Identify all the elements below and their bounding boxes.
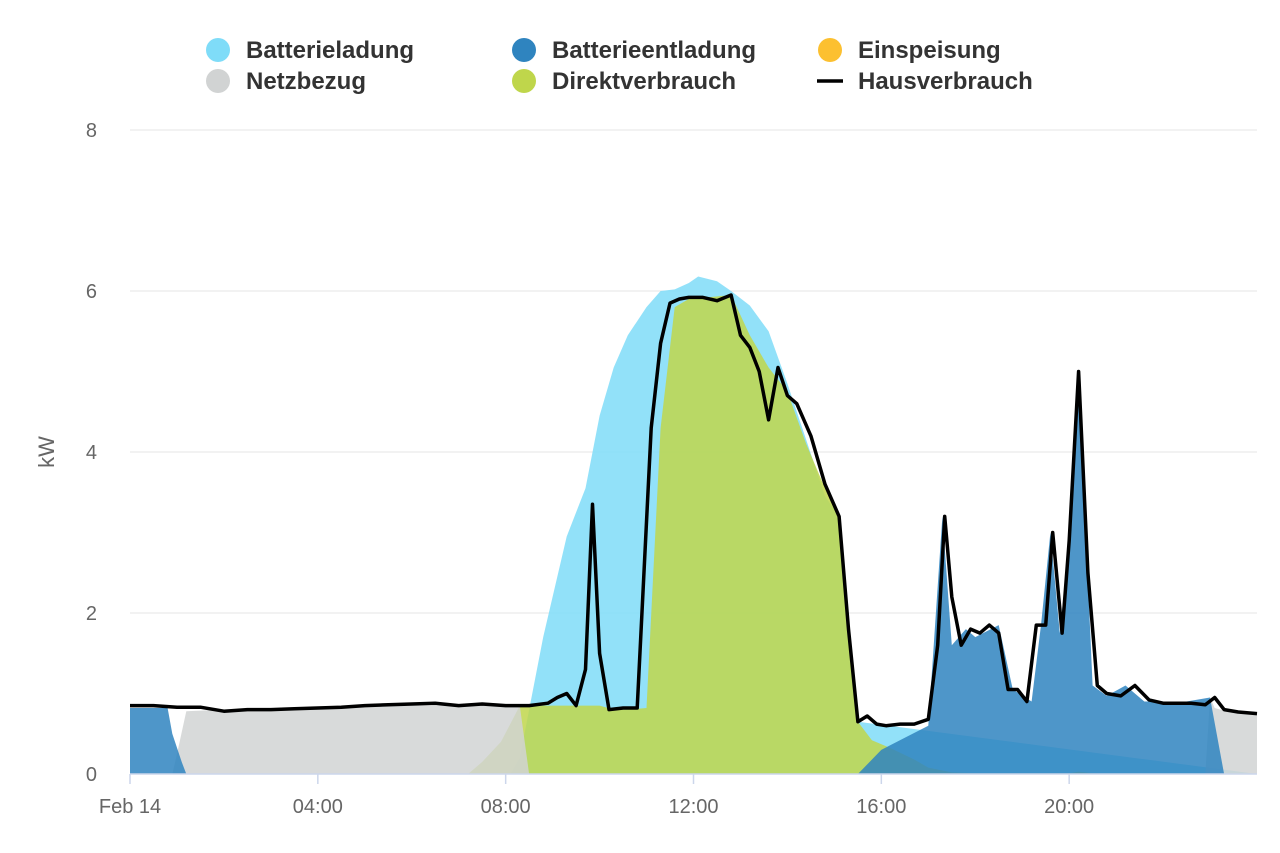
area-direktverbrauch [130, 295, 1257, 774]
legend-marker-einspeisung [818, 38, 842, 62]
series-areas [130, 276, 1257, 774]
area-batterieentladung [130, 371, 1257, 774]
legend-label-direktverbrauch: Direktverbrauch [552, 68, 736, 95]
legend-item-batterieentladung[interactable]: Batterieentladung [512, 37, 756, 64]
x-tick-label: 12:00 [668, 796, 718, 818]
line-hausverbrauch [130, 293, 1258, 728]
y-tick-label: 4 [86, 442, 97, 464]
y-tick-label: 8 [86, 120, 97, 142]
y-axis-title: kW [34, 436, 59, 468]
x-tick-label: 08:00 [481, 796, 531, 818]
legend-item-batterieladung[interactable]: Batterieladung [206, 37, 414, 64]
y-tick-label: 6 [86, 281, 97, 303]
x-tick-label: 20:00 [1044, 796, 1094, 818]
legend-marker-batterieladung [206, 38, 230, 62]
series-lines [130, 293, 1258, 728]
legend-label-batterieladung: Batterieladung [246, 37, 414, 64]
x-tick-label: 04:00 [293, 796, 343, 818]
legend-marker-netzbezug [206, 69, 230, 93]
legend-label-hausverbrauch: Hausverbrauch [858, 68, 1033, 95]
legend-item-direktverbrauch[interactable]: Direktverbrauch [512, 68, 736, 95]
x-axis: Feb 14 04:00 08:00 12:00 16:00 20:00 [99, 773, 1257, 818]
legend-label-batterieentladung: Batterieentladung [552, 37, 756, 64]
area-netzbezug [130, 697, 1257, 774]
x-tick-label: 16:00 [856, 796, 906, 818]
y-tick-label: 0 [86, 764, 97, 786]
legend-item-hausverbrauch[interactable]: Hausverbrauch [817, 68, 1033, 95]
legend-marker-direktverbrauch [512, 69, 536, 93]
y-tick-label: 2 [86, 603, 97, 625]
legend-item-netzbezug[interactable]: Netzbezug [206, 68, 366, 95]
legend-marker-batterieentladung [512, 38, 536, 62]
x-tick-label: Feb 14 [99, 796, 161, 818]
legend-label-einspeisung: Einspeisung [858, 37, 1001, 64]
legend-label-netzbezug: Netzbezug [246, 68, 366, 95]
y-axis: 0 2 4 6 8 [86, 120, 97, 786]
legend-item-einspeisung[interactable]: Einspeisung [818, 37, 1001, 64]
legend[interactable]: Batterieladung Batterieentladung Einspeisu… [206, 37, 1033, 95]
